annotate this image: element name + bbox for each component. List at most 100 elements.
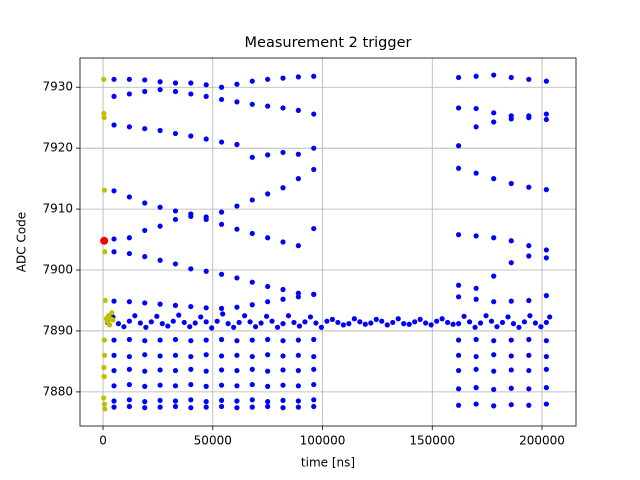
point — [295, 243, 301, 249]
point — [543, 255, 549, 261]
point — [101, 401, 107, 407]
point — [126, 299, 132, 305]
point — [455, 105, 462, 111]
point — [218, 96, 225, 103]
y-tick-label: 7930 — [42, 80, 73, 94]
point — [434, 318, 440, 324]
point — [543, 293, 549, 299]
point — [249, 366, 255, 372]
point — [543, 401, 549, 407]
point — [142, 227, 148, 234]
point — [526, 367, 532, 374]
point — [101, 374, 107, 380]
point — [111, 249, 117, 255]
point — [508, 180, 514, 187]
point — [142, 399, 148, 405]
point — [218, 397, 225, 404]
point — [311, 291, 317, 297]
point — [249, 101, 255, 107]
point — [280, 185, 286, 191]
plot-frame — [79, 57, 577, 427]
point — [455, 402, 462, 408]
point — [111, 122, 117, 128]
point — [491, 386, 497, 393]
point — [142, 383, 148, 389]
point — [172, 261, 179, 267]
point — [329, 316, 335, 322]
point — [311, 403, 317, 410]
point — [218, 382, 225, 388]
point — [491, 352, 497, 358]
point — [209, 325, 215, 331]
point — [280, 105, 286, 111]
point — [234, 352, 240, 358]
point — [417, 316, 423, 322]
point — [543, 353, 549, 360]
point — [280, 296, 286, 302]
point — [526, 352, 532, 358]
point — [311, 381, 317, 388]
point — [218, 367, 225, 373]
point — [491, 299, 497, 305]
point — [126, 235, 132, 241]
point — [157, 301, 163, 307]
point — [295, 294, 301, 300]
point — [543, 111, 549, 117]
point — [473, 285, 479, 291]
point — [126, 250, 132, 257]
point — [494, 324, 500, 330]
point — [142, 77, 148, 83]
point — [491, 110, 497, 116]
point — [455, 74, 462, 81]
point — [188, 133, 194, 139]
point — [280, 382, 286, 388]
x-tick-label: 200000 — [519, 434, 565, 448]
point — [491, 368, 497, 374]
point — [102, 249, 108, 255]
y-tick-label: 7900 — [42, 263, 73, 277]
y-tick-label: 7920 — [42, 141, 73, 155]
point — [455, 282, 462, 288]
point — [203, 82, 209, 88]
point — [395, 316, 401, 322]
point — [157, 353, 163, 359]
point — [311, 366, 317, 372]
point — [295, 352, 301, 358]
point — [110, 317, 116, 323]
point — [249, 197, 255, 203]
point — [508, 385, 514, 391]
point — [311, 111, 317, 117]
point — [218, 305, 225, 312]
point — [461, 313, 467, 319]
point — [203, 93, 209, 99]
point — [188, 266, 194, 272]
chart-title: Measurement 2 trigger — [245, 35, 412, 51]
y-tick-label: 7890 — [42, 323, 73, 337]
point — [101, 337, 107, 343]
point — [154, 313, 160, 319]
point — [203, 337, 209, 343]
point — [473, 170, 479, 176]
point — [295, 176, 301, 182]
point — [172, 352, 179, 358]
point — [455, 321, 462, 327]
point — [218, 221, 225, 227]
point — [249, 353, 255, 360]
point — [218, 84, 225, 90]
point — [126, 91, 132, 97]
point — [234, 338, 240, 344]
point — [234, 383, 240, 389]
point — [423, 320, 429, 326]
point — [249, 337, 255, 343]
point — [285, 313, 292, 319]
point — [390, 319, 396, 326]
point — [379, 318, 385, 324]
point — [508, 116, 514, 122]
point — [265, 336, 271, 343]
point — [258, 320, 264, 326]
point — [159, 321, 165, 327]
point — [488, 318, 495, 324]
point — [225, 321, 231, 327]
point — [188, 213, 194, 220]
point — [249, 279, 255, 285]
